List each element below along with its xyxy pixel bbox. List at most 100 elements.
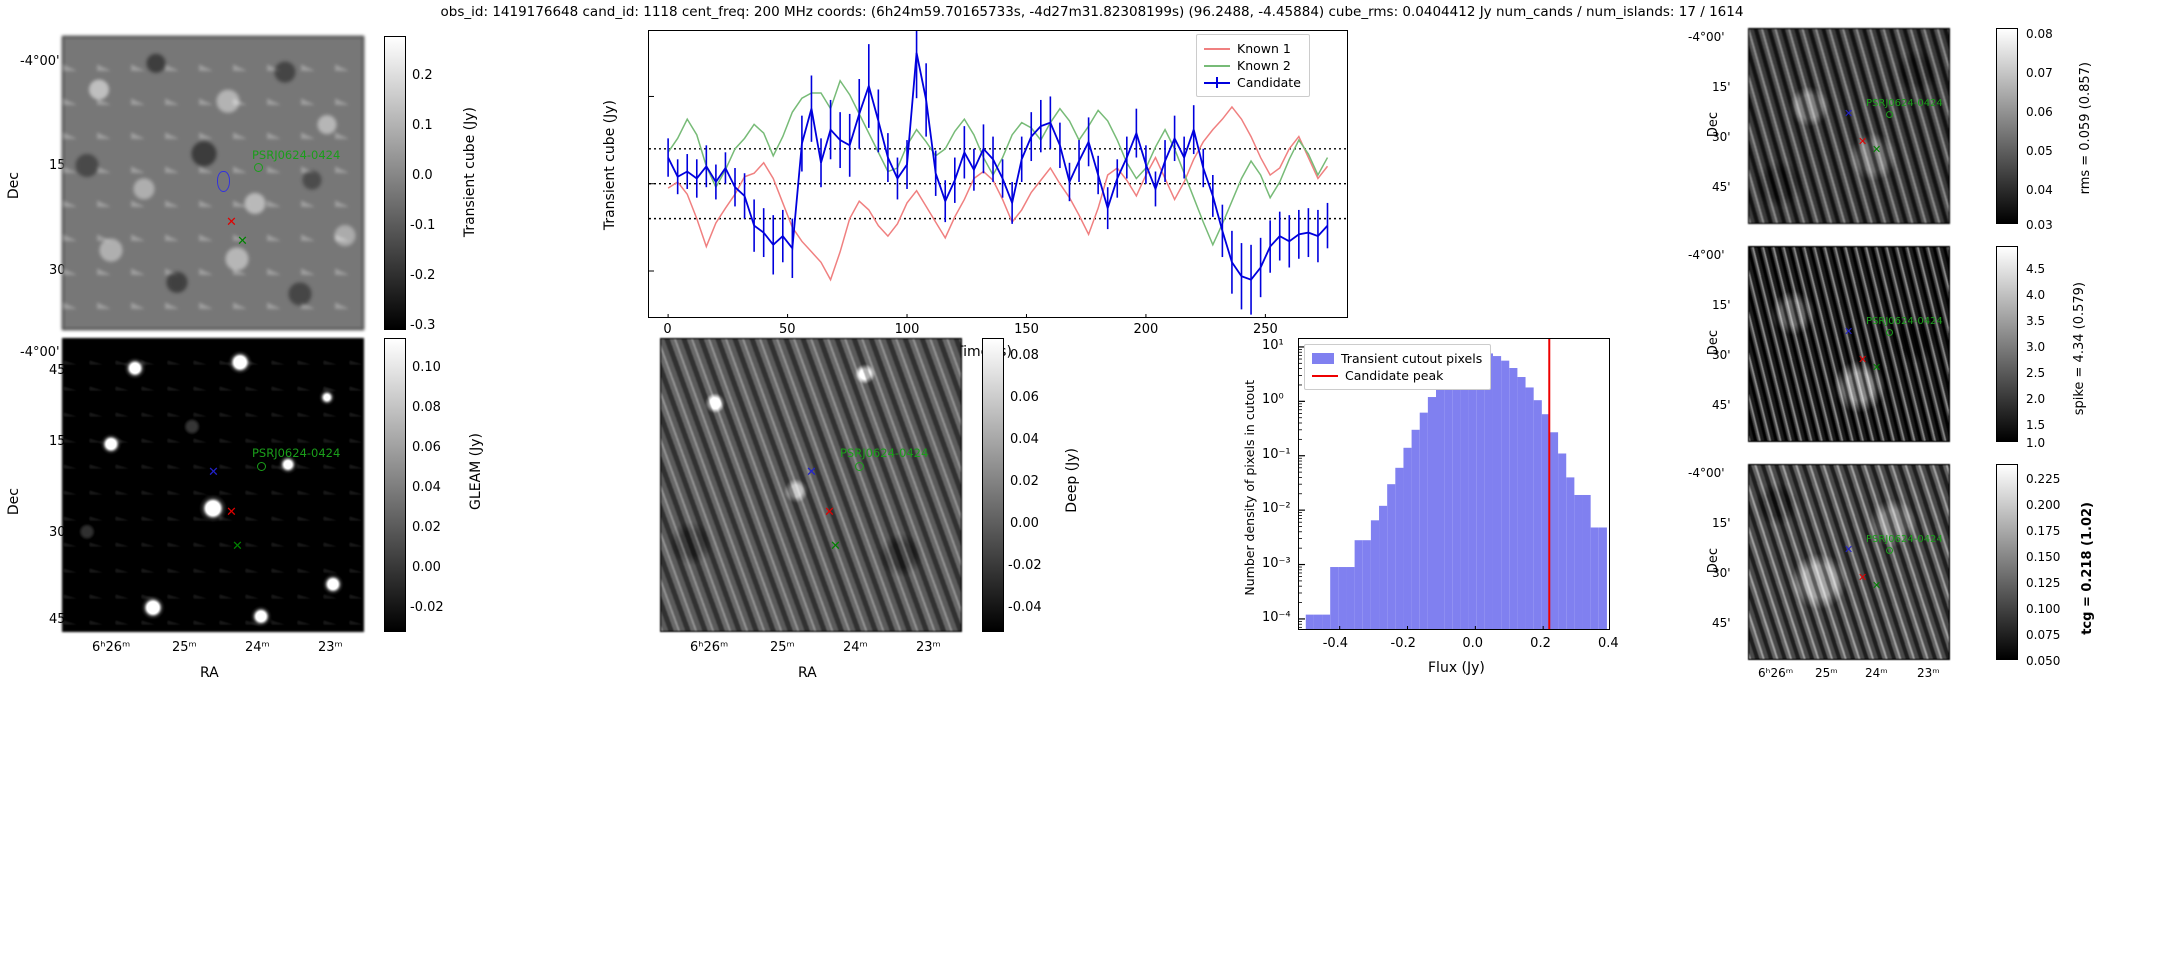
panel-spike: Dec -4°00' 15' 30' 45' PSRJ0624-0424 ✕ ✕… bbox=[1688, 240, 1990, 450]
rms-image[interactable] bbox=[1748, 28, 1950, 224]
lightcurve-ylabel: Transient cube (Jy) bbox=[602, 100, 618, 231]
gleam-tick-ra-1: 25ᵐ bbox=[172, 640, 197, 655]
spike-tick-dec-3: 45' bbox=[1712, 398, 1731, 412]
colorbar-rms-label: rms = 0.059 (0.857) bbox=[2078, 62, 2093, 195]
rms-cb-tick-3: 0.05 bbox=[2026, 144, 2053, 158]
cb-tick-3: -0.1 bbox=[410, 218, 436, 233]
lc-xtick-0: 0 bbox=[663, 322, 672, 337]
tcg-cb-tick-0: 0.225 bbox=[2026, 472, 2061, 486]
deep-cb-tick-4: 0.00 bbox=[1010, 516, 1039, 531]
gleam-cb-tick-2: 0.06 bbox=[412, 440, 441, 455]
spike-tick-dec-1: 15' bbox=[1712, 298, 1731, 312]
spike-tick-dec-2: 30' bbox=[1712, 348, 1731, 362]
gleam-cb-tick-6: -0.02 bbox=[410, 600, 444, 615]
known1-line-swatch bbox=[1204, 47, 1230, 50]
legend-label-candidate: Candidate bbox=[1237, 75, 1301, 90]
tcg-cb-tick-5: 0.100 bbox=[2026, 602, 2061, 616]
spike-cb-tick-4: 2.5 bbox=[2026, 366, 2046, 380]
tcg-cb-tick-3: 0.150 bbox=[2026, 550, 2061, 564]
panel-gleam: Dec -4°00' 15' 30' 45' PSRJ0624-0424 ✕ ✕… bbox=[0, 338, 560, 681]
legend-label-known1: Known 1 bbox=[1237, 41, 1291, 56]
hist-ytick-0: 10¹ bbox=[1262, 337, 1284, 353]
lc-xtick-3: 150 bbox=[1014, 322, 1039, 337]
hist-ytick-1: 10⁰ bbox=[1262, 392, 1284, 408]
rms-cb-tick-4: 0.04 bbox=[2026, 183, 2053, 197]
colorbar-transient-cube-label: Transient cube (Jy) bbox=[462, 107, 478, 238]
tcg-tick-dec-3: 45' bbox=[1712, 616, 1731, 630]
deep-tick-ra-1: 25ᵐ bbox=[770, 640, 795, 655]
gleam-tick-ra-2: 24ᵐ bbox=[245, 640, 270, 655]
cb-tick-5: -0.3 bbox=[410, 318, 436, 333]
gleam-tick-ra-0: 6ʰ26ᵐ bbox=[92, 640, 131, 655]
deep-tick-ra-0: 6ʰ26ᵐ bbox=[690, 640, 729, 655]
candidate-peak-swatch bbox=[1312, 374, 1338, 377]
legend-row-cutout-pixels: Transient cutout pixels bbox=[1312, 350, 1482, 367]
spike-image[interactable] bbox=[1748, 246, 1950, 442]
cutout-pixels-swatch bbox=[1312, 353, 1334, 364]
deep-cb-tick-5: -0.02 bbox=[1008, 558, 1042, 573]
gleam-cb-tick-0: 0.10 bbox=[412, 360, 441, 375]
rms-tick-dec-2: 30' bbox=[1712, 130, 1731, 144]
deep-cb-tick-3: 0.02 bbox=[1010, 474, 1039, 489]
panel-tcg: Dec -4°00' 15' 30' 45' PSRJ0624-0424 ✕ ✕… bbox=[1688, 458, 1990, 688]
colorbar-tcg: 0.225 0.200 0.175 0.150 0.125 0.100 0.07… bbox=[1990, 458, 2184, 688]
tcg-image[interactable] bbox=[1748, 464, 1950, 660]
legend-row-candidate: Candidate bbox=[1204, 74, 1301, 91]
gleam-cb-tick-1: 0.08 bbox=[412, 400, 441, 415]
panel-flux-histogram: Number density of pixels in cutout 10¹ 1… bbox=[1240, 337, 1680, 680]
colorbar-transient-cube: 0.2 0.1 0.0 -0.1 -0.2 -0.3 Transient cub… bbox=[380, 22, 500, 342]
gleam-ylabel: Dec bbox=[6, 488, 22, 516]
gleam-cb-tick-4: 0.02 bbox=[412, 520, 441, 535]
lc-xtick-4: 200 bbox=[1133, 322, 1159, 337]
legend-row-candidate-peak: Candidate peak bbox=[1312, 367, 1482, 384]
deep-cb-tick-1: 0.06 bbox=[1010, 390, 1039, 405]
gleam-xlabel: RA bbox=[200, 665, 219, 681]
transient-cube-image[interactable] bbox=[62, 36, 364, 330]
lc-xtick-5: 250 bbox=[1252, 322, 1278, 337]
deep-cb-tick-2: 0.04 bbox=[1010, 432, 1039, 447]
hist-ytick-2: 10⁻¹ bbox=[1262, 446, 1291, 462]
panel-transient-cube: Dec -4°00' 15' 30' 45' PSRJ0624-0424 ✕ ✕ bbox=[0, 22, 560, 378]
spike-cb-tick-5: 2.0 bbox=[2026, 392, 2046, 406]
known2-line-swatch bbox=[1204, 64, 1230, 67]
histogram-xlabel: Flux (Jy) bbox=[1428, 660, 1485, 676]
legend-label-known2: Known 2 bbox=[1237, 58, 1291, 73]
tcg-tick-ra-0: 6ʰ26ᵐ bbox=[1758, 666, 1794, 680]
deep-cb-tick-6: -0.04 bbox=[1008, 600, 1042, 615]
histogram-ylabel: Number density of pixels in cutout bbox=[1242, 380, 1257, 596]
gleam-tick-dec-0: -4°00' bbox=[20, 345, 60, 360]
hist-xtick-1: -0.2 bbox=[1390, 636, 1416, 651]
gleam-cb-tick-3: 0.04 bbox=[412, 480, 441, 495]
colorbar-tcg-label: tcg = 0.218 (1.02) bbox=[2080, 502, 2095, 635]
spike-cb-tick-3: 3.0 bbox=[2026, 340, 2046, 354]
lc-xtick-1: 50 bbox=[778, 322, 796, 337]
colorbar-spike-label: spike = 4.34 (0.579) bbox=[2072, 282, 2087, 416]
tcg-cb-tick-1: 0.200 bbox=[2026, 498, 2061, 512]
spike-cb-tick-1: 4.0 bbox=[2026, 288, 2046, 302]
tcg-tick-dec-1: 15' bbox=[1712, 516, 1731, 530]
histogram-legend: Transient cutout pixels Candidate peak bbox=[1304, 344, 1492, 390]
legend-row-known1: Known 1 bbox=[1204, 40, 1301, 57]
hist-xtick-4: 0.4 bbox=[1598, 636, 1619, 651]
deep-tick-ra-3: 23ᵐ bbox=[916, 640, 941, 655]
legend-row-known2: Known 2 bbox=[1204, 57, 1301, 74]
rms-cb-tick-1: 0.07 bbox=[2026, 66, 2053, 80]
legend-label-candidate-peak: Candidate peak bbox=[1345, 368, 1444, 383]
deep-image[interactable] bbox=[660, 338, 962, 632]
tcg-tick-ra-3: 23ᵐ bbox=[1917, 666, 1940, 680]
rms-cb-tick-0: 0.08 bbox=[2026, 27, 2053, 41]
rms-cb-tick-2: 0.06 bbox=[2026, 105, 2053, 119]
colorbar-deep-label: Deep (Jy) bbox=[1064, 448, 1080, 513]
cb-tick-0: 0.2 bbox=[412, 68, 433, 83]
transient-cube-ylabel: Dec bbox=[6, 172, 22, 200]
spike-tick-dec-0: -4°00' bbox=[1688, 248, 1725, 262]
gleam-image[interactable] bbox=[62, 338, 364, 632]
spike-cb-tick-7: 1.0 bbox=[2026, 436, 2046, 450]
tcg-cb-tick-4: 0.125 bbox=[2026, 576, 2061, 590]
gleam-tick-ra-3: 23ᵐ bbox=[318, 640, 343, 655]
colorbar-rms: 0.08 0.07 0.06 0.05 0.04 0.03 rms = 0.05… bbox=[1990, 22, 2184, 232]
tcg-cb-tick-2: 0.175 bbox=[2026, 524, 2061, 538]
hist-xtick-0: -0.4 bbox=[1322, 636, 1349, 651]
hist-ytick-5: 10⁻⁴ bbox=[1262, 609, 1291, 625]
tcg-tick-ra-2: 24ᵐ bbox=[1865, 666, 1888, 680]
